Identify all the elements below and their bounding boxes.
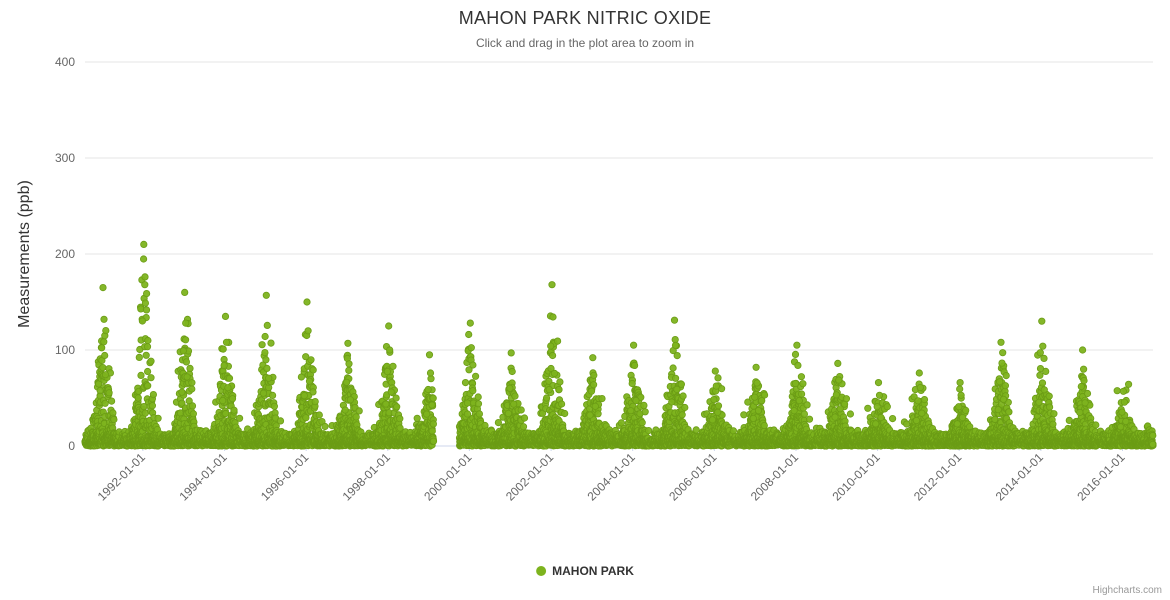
svg-text:100: 100 [55,343,75,357]
legend-marker-icon [536,566,547,576]
svg-text:1996-01-01: 1996-01-01 [258,450,312,504]
svg-text:1998-01-01: 1998-01-01 [340,450,394,504]
svg-text:300: 300 [55,151,75,165]
legend-item-mahon-park[interactable]: MAHON PARK [536,564,634,578]
svg-text:0: 0 [68,439,75,453]
chart-title: MAHON PARK NITRIC OXIDE [458,8,712,28]
svg-text:2002-01-01: 2002-01-01 [503,450,557,504]
chart-subtitle: Click and drag in the plot area to zoom … [475,36,695,50]
highcharts-credits-link[interactable]: Highcharts.com [1092,585,1162,596]
svg-text:2008-01-01: 2008-01-01 [748,450,802,504]
svg-text:1994-01-01: 1994-01-01 [176,450,230,504]
svg-text:200: 200 [55,247,75,261]
svg-text:2010-01-01: 2010-01-01 [829,450,883,504]
svg-text:2006-01-01: 2006-01-01 [666,450,720,504]
svg-text:2000-01-01: 2000-01-01 [421,450,475,504]
svg-text:1992-01-01: 1992-01-01 [95,450,149,504]
svg-text:2004-01-01: 2004-01-01 [585,450,639,504]
svg-text:2012-01-01: 2012-01-01 [911,450,965,504]
legend-label: MAHON PARK [552,564,634,578]
svg-text:2014-01-01: 2014-01-01 [993,450,1047,504]
svg-text:400: 400 [55,55,75,69]
svg-text:2016-01-01: 2016-01-01 [1074,450,1128,504]
